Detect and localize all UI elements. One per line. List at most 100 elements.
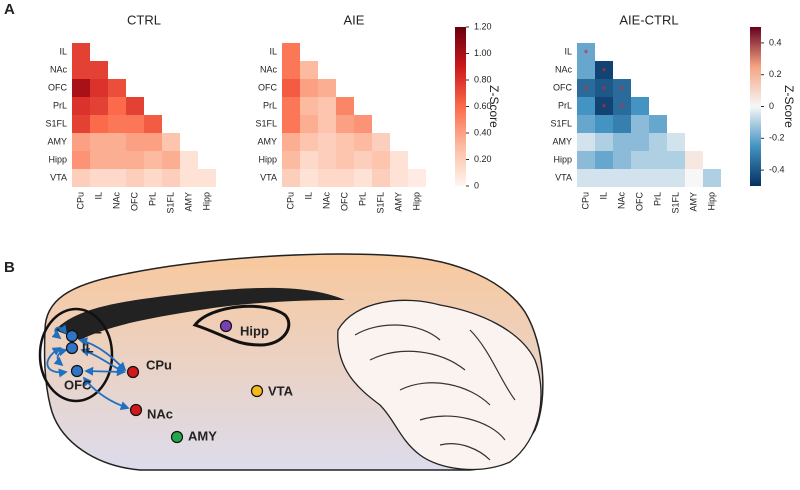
column-label: NAc [111,192,121,210]
heatmap-cell [354,115,372,133]
column-label: IL [93,192,103,200]
heatmap-cell [336,169,354,187]
heatmap-cell [282,79,300,97]
heatmap-cell [372,133,390,151]
brain-region-node [126,365,140,379]
row-label: PrL [53,100,67,110]
heatmap-cell [126,115,144,133]
brain-region-label: VTA [268,383,294,398]
brain-region-node [129,403,143,417]
column-label: NAc [616,192,626,210]
column-label: IL [598,192,608,200]
heatmap-cell [108,79,126,97]
heatmap-cell [126,133,144,151]
heatmap-cell [631,97,649,115]
column-label: Hipp [411,192,421,211]
row-label: PrL [263,100,277,110]
row-label: VTA [260,172,277,182]
colorbar [455,27,466,186]
colorbar-tick-label: 0.80 [474,74,492,84]
heatmap-cell [577,97,595,115]
column-label: CPu [75,192,85,210]
heatmap-cell [577,133,595,151]
heatmap-cell [282,169,300,187]
heatmap-cell [595,61,613,79]
row-label: VTA [555,172,572,182]
heatmap-cell [108,169,126,187]
column-label: PrL [652,192,662,206]
brain-region-label: AMY [188,428,217,443]
row-label: S1FL [45,118,67,128]
heatmap-cell [318,97,336,115]
heatmap-cell [595,151,613,169]
heatmap-cell [577,61,595,79]
heatmap-cell [613,79,631,97]
heatmap-cell [300,79,318,97]
heatmap-cell [144,133,162,151]
heatmap-title: AIE-CTRL [619,12,678,27]
heatmap-cell [90,115,108,133]
significance-marker: * [584,48,589,60]
colorbar-tick-label: 0.20 [474,154,492,164]
heatmap-cell [72,43,90,61]
colorbar-label: Z-Score [782,85,796,128]
heatmap-cell [372,151,390,169]
heatmap-cell [282,133,300,151]
heatmap-cell [72,169,90,187]
heatmap-cell [336,115,354,133]
row-label: S1FL [255,118,277,128]
heatmap-cell [108,151,126,169]
heatmap-cell [90,97,108,115]
heatmap-cell [144,169,162,187]
row-label: AMY [257,136,277,146]
heatmap-cell [577,169,595,187]
row-label: AMY [552,136,572,146]
brain-region-node [250,384,264,398]
heatmap-cell [90,169,108,187]
row-label: Hipp [553,154,572,164]
significance-marker: * [620,84,625,96]
colorbar [750,27,761,186]
heatmap-cell [595,133,613,151]
column-label: CPu [580,192,590,210]
significance-marker: * [602,84,607,96]
heatmap-cell [631,133,649,151]
heatmap-cell [318,79,336,97]
heatmap-cell [300,169,318,187]
heatmap-cell [667,151,685,169]
brain-region-label: CPu [146,357,172,372]
brain-region-node [170,430,184,444]
heatmap-cell [282,61,300,79]
heatmap-cell [90,133,108,151]
heatmap-cell [318,133,336,151]
heatmap-title: AIE [344,12,365,27]
panel-label: B [4,259,15,276]
heatmap-cell [198,169,216,187]
brain-region-node [219,319,233,333]
heatmap-cell [90,151,108,169]
brain-region-label: Hipp [240,323,269,338]
heatmap-cell [90,61,108,79]
heatmap-cell [631,169,649,187]
column-label: OFC [634,192,644,211]
heatmap-cell [613,169,631,187]
heatmap-cell [372,169,390,187]
column-label: Hipp [706,192,716,211]
heatmap-title: CTRL [127,12,161,27]
heatmap-cell [613,133,631,151]
heatmap-cell [108,97,126,115]
colorbar-tick-label: -0.4 [769,164,785,174]
heatmap-cell [649,151,667,169]
colorbar-tick-label: 0.4 [769,37,782,47]
heatmap-cell [318,151,336,169]
heatmap-cell [162,133,180,151]
row-label: AMY [47,136,67,146]
colorbar-label: Z-Score [487,85,501,128]
colorbar-tick-label: 1.20 [474,21,492,31]
heatmap-cell [144,151,162,169]
heatmap-cell [649,133,667,151]
heatmap-cell [685,151,703,169]
panel-label: A [4,1,15,18]
heatmap-cell [595,115,613,133]
colorbar-tick-label: 1.00 [474,48,492,58]
